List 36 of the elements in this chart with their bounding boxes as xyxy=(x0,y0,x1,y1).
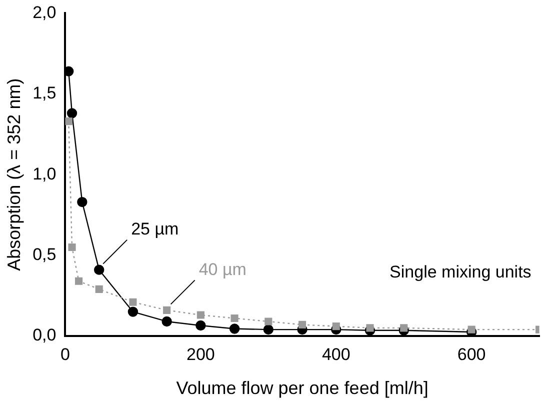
x-tick-label: 400 xyxy=(322,344,350,364)
x-tick-label: 600 xyxy=(457,344,486,364)
point xyxy=(74,277,83,285)
point xyxy=(263,324,274,335)
point xyxy=(366,324,374,332)
point xyxy=(229,324,240,334)
annotation: 40 µm xyxy=(198,260,246,279)
x-tick-label: 200 xyxy=(186,344,215,364)
y-tick-label: 0,0 xyxy=(32,326,56,345)
point xyxy=(230,314,238,322)
point xyxy=(68,243,76,252)
point xyxy=(66,108,78,118)
y-tick-label: 0,5 xyxy=(32,244,56,264)
annotation: 25 µm xyxy=(131,220,179,239)
point xyxy=(264,318,272,326)
point xyxy=(163,306,171,314)
point xyxy=(162,316,172,327)
point xyxy=(65,118,72,126)
point xyxy=(196,311,204,319)
point xyxy=(468,326,476,334)
point xyxy=(400,324,408,332)
point xyxy=(128,306,138,317)
annotation: Single mixing units xyxy=(390,262,532,282)
point xyxy=(94,264,104,275)
x-axis-title: Volume flow per one feed [ml/h] xyxy=(176,378,428,398)
point xyxy=(298,320,306,328)
x-tick-label: 0 xyxy=(60,344,70,364)
y-axis-title: Absorption (λ = 352 nm) xyxy=(4,78,24,271)
y-tick-label: 1,0 xyxy=(32,164,56,184)
point xyxy=(95,285,103,293)
point xyxy=(196,320,206,331)
point xyxy=(129,298,137,306)
point xyxy=(332,322,340,330)
y-tick-label: 1,5 xyxy=(32,84,56,103)
y-tick-label: 2,0 xyxy=(32,2,56,22)
point xyxy=(77,196,88,208)
